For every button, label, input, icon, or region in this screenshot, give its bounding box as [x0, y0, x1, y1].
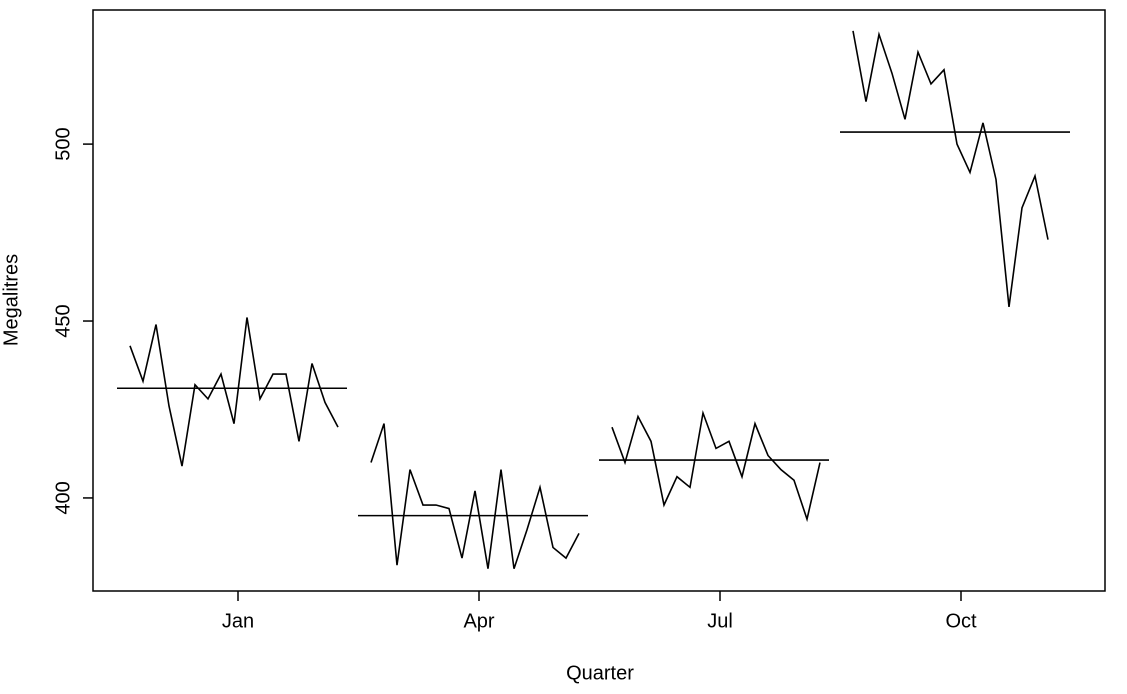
x-tick-label: Jul [707, 610, 733, 632]
y-axis-label: Megalitres [0, 254, 22, 346]
y-tick-label: 400 [52, 481, 74, 514]
x-tick-label: Jan [222, 610, 254, 632]
subseries-line [129, 317, 339, 467]
subseries-line [852, 30, 1049, 307]
subseries-line [611, 409, 821, 523]
subseries-line [370, 423, 580, 569]
x-tick-label: Oct [945, 610, 977, 632]
y-tick-label: 450 [52, 304, 74, 337]
x-axis-label: Quarter [566, 662, 634, 684]
plot-frame [92, 9, 1106, 592]
x-tick-label: Apr [463, 610, 494, 632]
y-tick-label: 500 [52, 127, 74, 160]
